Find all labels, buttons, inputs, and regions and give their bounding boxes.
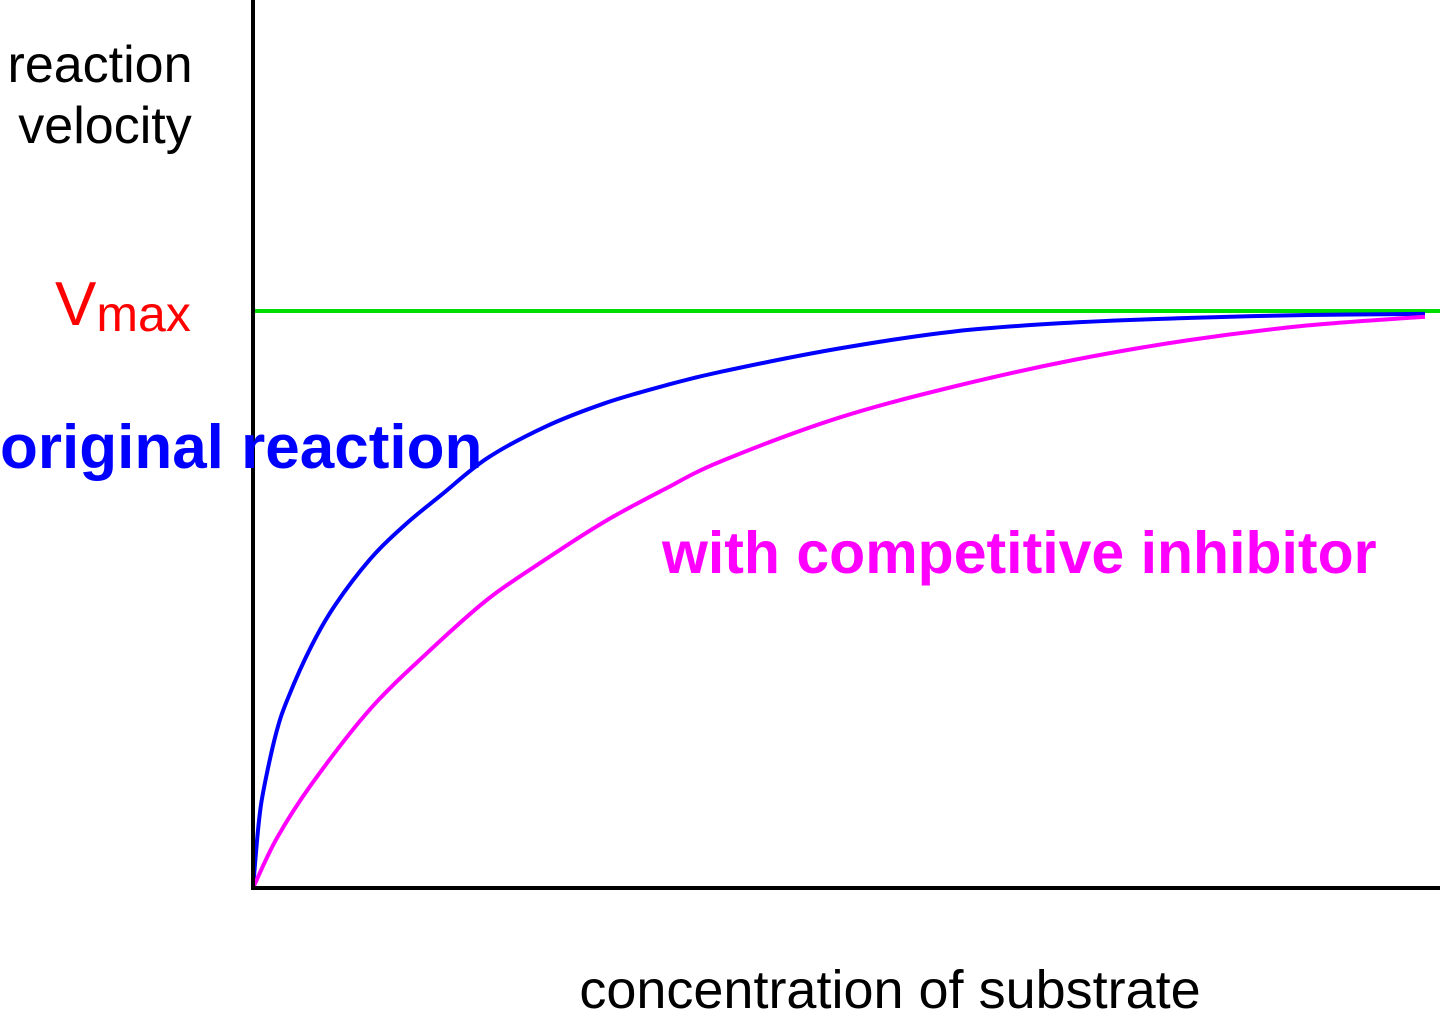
vmax-label-main: V xyxy=(55,270,97,339)
y-axis-label-line-1: reaction xyxy=(8,36,193,94)
vmax-label-subscript: max xyxy=(96,286,190,342)
y-axis-label-line-2: velocity xyxy=(18,97,191,155)
original-reaction-curve xyxy=(251,311,1426,889)
vmax-label: Vmax xyxy=(55,270,191,342)
competitive-inhibitor-label: with competitive inhibitor xyxy=(661,520,1377,586)
competitive-inhibitor-curve xyxy=(251,314,1426,889)
original-reaction-label: original reaction xyxy=(0,413,482,482)
x-axis-label: concentration of substrate xyxy=(579,960,1200,1020)
